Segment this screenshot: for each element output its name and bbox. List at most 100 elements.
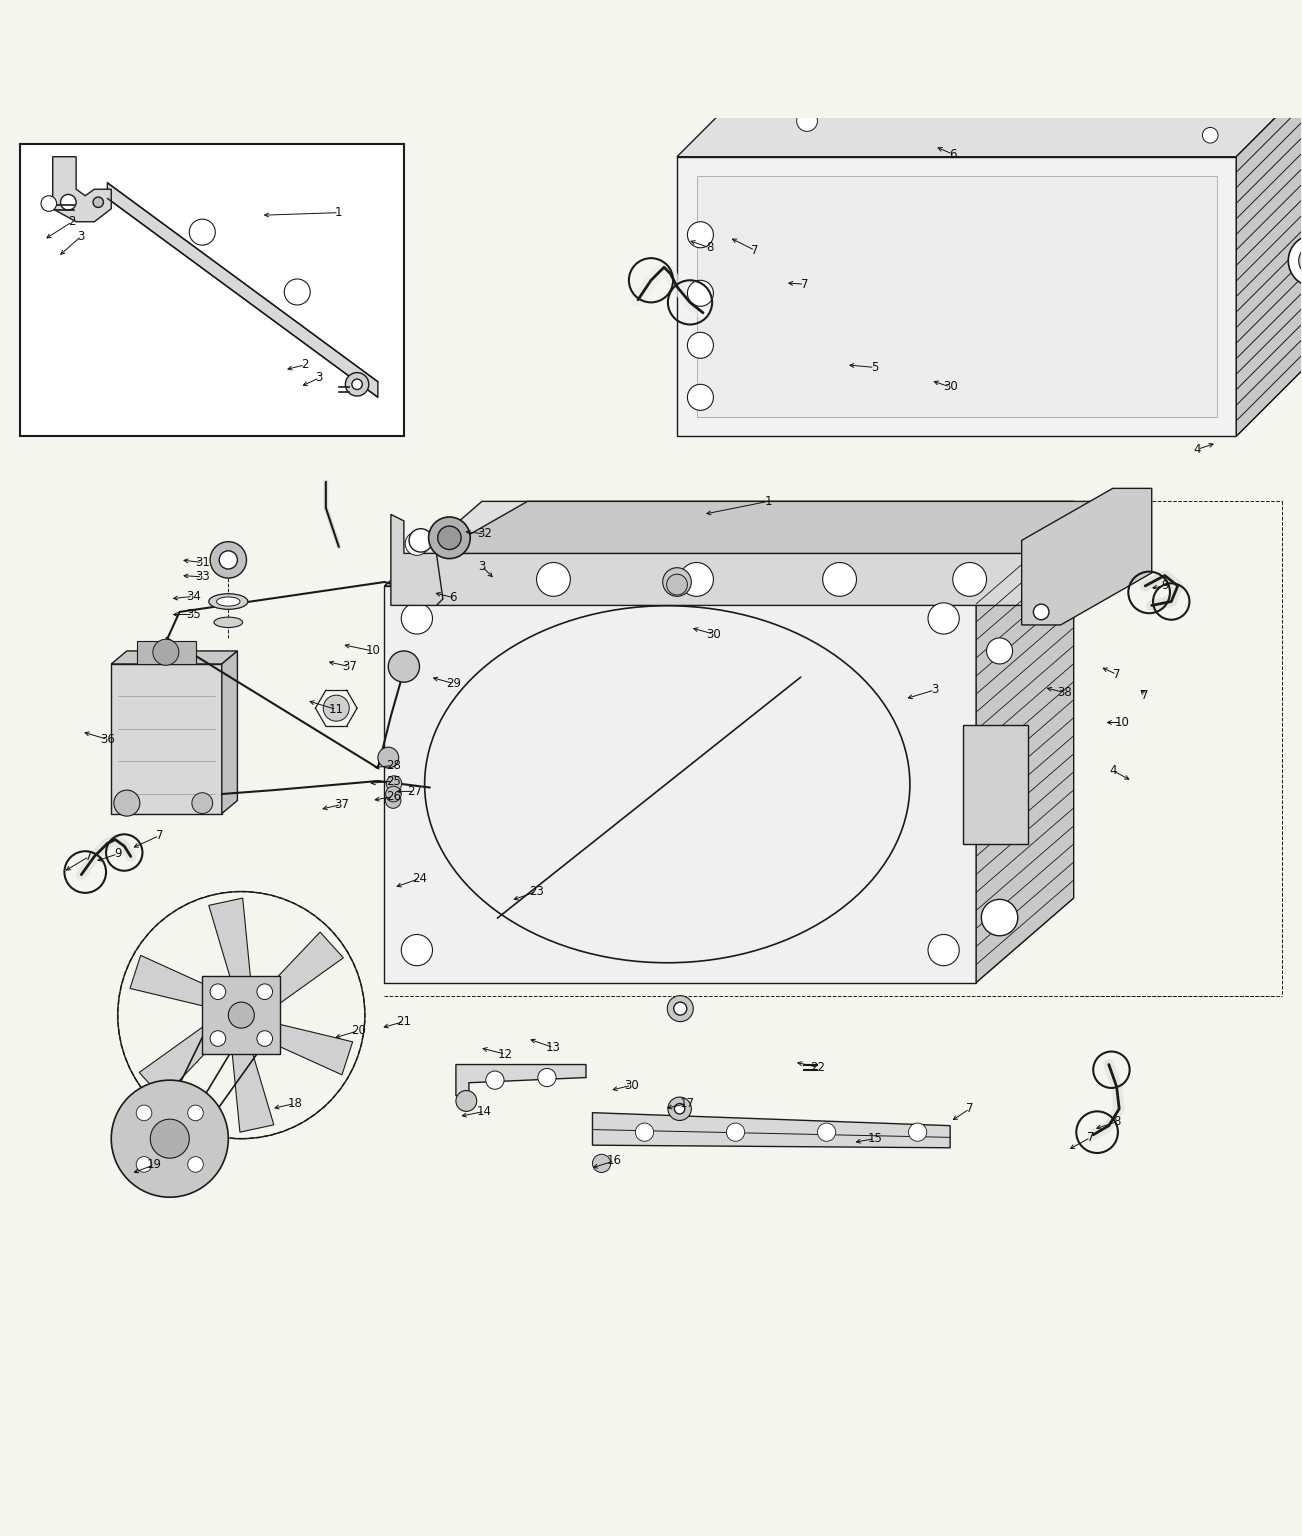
Circle shape <box>113 790 139 816</box>
Text: 21: 21 <box>396 1015 411 1028</box>
Circle shape <box>323 696 349 722</box>
Polygon shape <box>139 1025 219 1098</box>
Text: 36: 36 <box>100 733 115 746</box>
Polygon shape <box>1237 84 1302 436</box>
Polygon shape <box>436 501 1126 605</box>
Polygon shape <box>111 651 237 664</box>
Circle shape <box>673 1001 686 1015</box>
Text: 4: 4 <box>1194 442 1200 456</box>
Polygon shape <box>202 975 280 1054</box>
Circle shape <box>667 995 693 1021</box>
Circle shape <box>727 1123 745 1141</box>
Circle shape <box>210 985 225 1000</box>
Circle shape <box>228 1001 254 1028</box>
Circle shape <box>378 746 398 768</box>
Circle shape <box>345 373 368 396</box>
Text: 15: 15 <box>867 1132 883 1146</box>
Circle shape <box>437 527 461 550</box>
Polygon shape <box>52 157 111 221</box>
Text: 26: 26 <box>385 790 401 803</box>
Text: 29: 29 <box>445 677 461 690</box>
Polygon shape <box>456 1064 586 1095</box>
Polygon shape <box>391 515 443 605</box>
Circle shape <box>680 562 713 596</box>
Text: 10: 10 <box>1115 716 1129 730</box>
Circle shape <box>256 1031 272 1046</box>
Circle shape <box>687 384 713 410</box>
Circle shape <box>92 197 103 207</box>
Text: 19: 19 <box>147 1158 161 1170</box>
Text: 7: 7 <box>966 1103 974 1115</box>
Polygon shape <box>1022 488 1152 625</box>
Text: 13: 13 <box>546 1041 561 1054</box>
Circle shape <box>635 1123 654 1141</box>
Text: 3: 3 <box>931 684 939 696</box>
Circle shape <box>1298 246 1302 276</box>
Text: 1: 1 <box>764 495 772 508</box>
Text: 38: 38 <box>1057 687 1072 699</box>
Ellipse shape <box>216 598 240 607</box>
Text: 1: 1 <box>335 206 342 220</box>
Circle shape <box>385 793 401 808</box>
Circle shape <box>1034 604 1049 619</box>
Circle shape <box>674 1103 685 1114</box>
Circle shape <box>189 220 215 246</box>
Circle shape <box>401 602 432 634</box>
Circle shape <box>928 602 960 634</box>
Circle shape <box>909 1123 927 1141</box>
Circle shape <box>388 651 419 682</box>
Circle shape <box>284 280 310 306</box>
Circle shape <box>152 639 178 665</box>
Circle shape <box>663 568 691 596</box>
Text: 37: 37 <box>342 660 357 673</box>
Text: 33: 33 <box>195 570 210 584</box>
Polygon shape <box>130 955 216 1008</box>
Ellipse shape <box>214 617 242 628</box>
Text: 34: 34 <box>186 590 201 602</box>
Circle shape <box>352 379 362 390</box>
Text: 31: 31 <box>195 556 210 568</box>
Circle shape <box>1203 127 1219 143</box>
Circle shape <box>687 221 713 247</box>
Circle shape <box>671 576 684 588</box>
Text: 8: 8 <box>1113 1115 1120 1129</box>
Polygon shape <box>384 501 1074 585</box>
Text: 11: 11 <box>328 703 344 716</box>
Polygon shape <box>107 183 378 398</box>
Polygon shape <box>592 1112 950 1147</box>
Polygon shape <box>267 1023 353 1075</box>
Text: 2: 2 <box>69 215 76 229</box>
Text: 5: 5 <box>871 361 879 373</box>
Circle shape <box>219 551 237 568</box>
Text: 16: 16 <box>607 1154 622 1167</box>
Circle shape <box>1288 235 1302 287</box>
Text: 4: 4 <box>1109 763 1117 777</box>
Text: 8: 8 <box>706 241 713 255</box>
Circle shape <box>982 900 1018 935</box>
Text: 3: 3 <box>315 372 323 384</box>
Circle shape <box>137 1104 152 1121</box>
Bar <box>21 144 404 436</box>
Text: 27: 27 <box>406 785 422 797</box>
Text: 18: 18 <box>288 1097 302 1111</box>
Polygon shape <box>963 725 1029 843</box>
Circle shape <box>667 574 687 594</box>
Text: 14: 14 <box>477 1104 492 1118</box>
Text: 3: 3 <box>78 229 85 243</box>
Polygon shape <box>111 664 221 814</box>
Circle shape <box>42 195 56 212</box>
Circle shape <box>823 562 857 596</box>
Circle shape <box>187 1104 203 1121</box>
Circle shape <box>60 195 76 210</box>
Text: 9: 9 <box>1161 579 1168 593</box>
Circle shape <box>818 1123 836 1141</box>
Circle shape <box>137 1157 152 1172</box>
Text: 7: 7 <box>751 244 759 257</box>
Circle shape <box>387 776 402 791</box>
Text: 30: 30 <box>943 381 957 393</box>
Circle shape <box>689 61 723 95</box>
Text: 35: 35 <box>186 608 201 621</box>
Circle shape <box>668 1097 691 1120</box>
Circle shape <box>536 562 570 596</box>
Bar <box>137 641 195 664</box>
